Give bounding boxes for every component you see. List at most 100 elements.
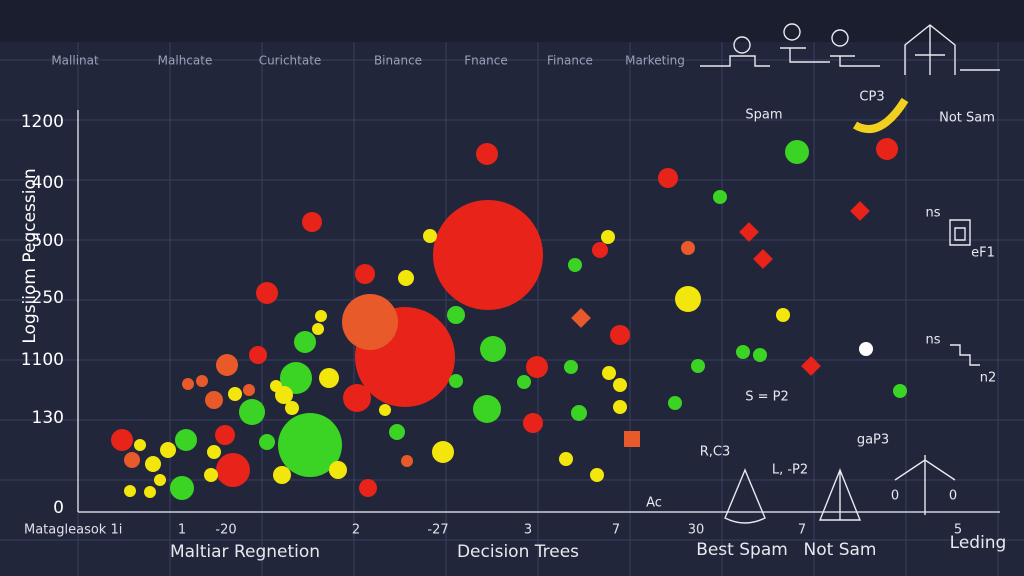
bubble: [602, 366, 616, 380]
annotation: R,C3: [700, 445, 731, 460]
bubble: [592, 242, 608, 258]
nav-item: Fnance: [464, 54, 507, 68]
bubble: [668, 396, 682, 410]
annotation: S = P2: [745, 390, 789, 405]
bubble: [205, 391, 223, 409]
annotation: eF1: [971, 246, 995, 261]
diamond: [571, 308, 591, 328]
bubble: [124, 485, 136, 497]
nav-item: Finance: [547, 54, 593, 68]
y-tick-label: 400: [32, 173, 64, 193]
bubble: [480, 336, 506, 362]
bubble: [170, 476, 194, 500]
bubble: [610, 325, 630, 345]
bubble: [182, 378, 194, 390]
y-tick-label: 250: [32, 288, 64, 308]
bubble: [658, 168, 678, 188]
bottom-label: Maltiar Regnetion: [170, 542, 320, 562]
bubble: [398, 270, 414, 286]
bubble: [302, 212, 322, 232]
bubble: [207, 445, 221, 459]
bubble: [893, 384, 907, 398]
bubble: [517, 375, 531, 389]
bubble: [319, 368, 339, 388]
annotation: n2: [980, 371, 997, 386]
bubble: [249, 346, 267, 364]
nav-item: Curichtate: [259, 54, 322, 68]
y-tick-label: 1200: [21, 112, 64, 132]
bubble: [681, 241, 695, 255]
bubble: [785, 140, 809, 164]
bubble: [526, 356, 548, 378]
bubble: [559, 452, 573, 466]
x-tick-label: 30: [688, 523, 705, 538]
bubble: [196, 375, 208, 387]
bubble: [476, 143, 498, 165]
bubble: [675, 286, 701, 312]
bottom-label: Leding: [950, 533, 1007, 553]
annotation: ns: [925, 206, 940, 221]
y-tick-label: 1100: [21, 350, 64, 370]
nav-item: Marketing: [625, 54, 685, 68]
bubble: [216, 354, 238, 376]
annotation: 0: [949, 489, 957, 504]
x-tick-label: 7: [798, 523, 806, 538]
annotation: Ac: [646, 496, 662, 511]
bubble: [204, 468, 218, 482]
bubble: [613, 400, 627, 414]
bubble: [239, 399, 265, 425]
bubble: [285, 401, 299, 415]
bubble: [736, 345, 750, 359]
bubble: [613, 378, 627, 392]
annotation: gaP3: [857, 433, 889, 448]
bubble: [401, 455, 413, 467]
bubble: [280, 362, 312, 394]
x-tick-label: 3: [524, 523, 532, 538]
annotation: ns: [925, 333, 940, 348]
bubble: [571, 405, 587, 421]
icon-bar: [0, 0, 1024, 42]
annotation: 0: [891, 489, 899, 504]
nav-bar: Mallinat Malhcate Curichtate Binance Fnance F…: [51, 54, 685, 68]
y-tick-label: 500: [32, 231, 64, 251]
nav-item: Binance: [374, 54, 422, 68]
bubble: [145, 456, 161, 472]
bubble: [343, 384, 371, 412]
x-tick-label: -20: [215, 523, 236, 538]
bubble: [312, 323, 324, 335]
bubble: [433, 200, 543, 310]
annotation: Not Sam: [939, 111, 995, 126]
bubble: [278, 413, 342, 477]
bubble: [568, 258, 582, 272]
bubble: [523, 413, 543, 433]
labels: 1200 400 500 250 1100 130 0 1 -20 2 -27 3 7 30 7 5 Matag…: [21, 90, 1007, 563]
annotation: CP3: [859, 90, 884, 105]
x-tick-label: 1: [178, 523, 186, 538]
bubble: [691, 359, 705, 373]
bubble: [215, 425, 235, 445]
bubble: [359, 479, 377, 497]
y-tick-label: 130: [32, 408, 64, 428]
bubble: [601, 230, 615, 244]
x-tick-label: 5: [954, 523, 962, 538]
bubble: [134, 439, 146, 451]
bubble: [564, 360, 578, 374]
bubble: [124, 452, 140, 468]
bubble: [273, 466, 291, 484]
bubbles: [111, 138, 907, 500]
bubble: [154, 474, 166, 486]
bubble: [713, 190, 727, 204]
bubble: [355, 264, 375, 284]
bubble: [243, 384, 255, 396]
doodles: [700, 23, 1000, 524]
bubble: [111, 429, 133, 451]
bubble: [216, 453, 250, 487]
bubble: [876, 138, 898, 160]
bubble: [590, 468, 604, 482]
bubble: [432, 441, 454, 463]
bubble: [859, 342, 873, 356]
bubble: [389, 424, 405, 440]
bubble: [379, 404, 391, 416]
x-corner-label: Matagleasok 1i: [24, 523, 122, 538]
bubble: [294, 331, 316, 353]
